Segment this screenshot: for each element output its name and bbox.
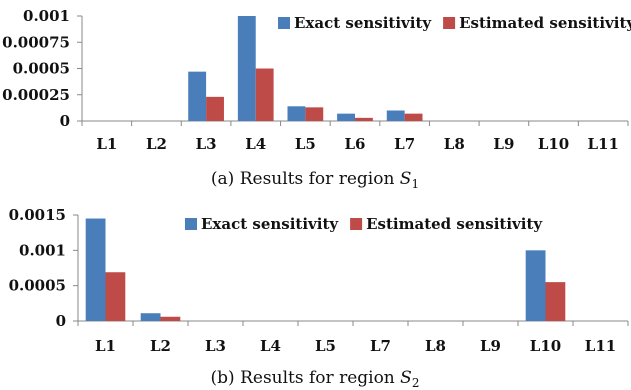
bar-estimated-l3 xyxy=(206,96,224,121)
x-tick-label: L1 xyxy=(95,337,116,355)
legend-swatch-exact xyxy=(185,218,197,230)
bar-estimated-l6 xyxy=(355,117,373,121)
caption-variable: S xyxy=(400,368,412,388)
x-tick-label: L11 xyxy=(587,135,618,153)
legend-swatch-estimated xyxy=(350,218,363,230)
x-tick-label: L8 xyxy=(425,337,446,355)
caption-variable: S xyxy=(400,169,412,189)
x-tick-label: L2 xyxy=(146,135,167,153)
y-tick-label: 0 xyxy=(60,112,70,130)
x-tick-label: L4 xyxy=(260,337,281,355)
bar-estimated-l4 xyxy=(255,68,274,121)
bar-estimated-l7 xyxy=(404,113,423,121)
x-tick-label: L3 xyxy=(205,337,226,355)
x-tick-label: L5 xyxy=(295,135,316,153)
y-tick-label: 0.00075 xyxy=(2,33,70,51)
x-tick-label: L6 xyxy=(345,135,366,153)
x-tick-label: L7 xyxy=(370,337,391,355)
y-tick-label: 0.0005 xyxy=(13,60,70,78)
legend-label-estimated: Estimated sensitivity xyxy=(459,14,631,32)
x-tick-label: L10 xyxy=(538,135,569,153)
caption-subscript: 1 xyxy=(411,177,419,191)
legend-swatch-exact xyxy=(278,17,290,29)
y-tick-label: 0.0005 xyxy=(9,277,66,295)
bar-estimated-l5 xyxy=(305,107,324,121)
caption-subscript: 2 xyxy=(412,376,420,390)
bar-exact-l5 xyxy=(287,106,306,121)
x-tick-label: L2 xyxy=(150,337,171,355)
x-tick-label: L10 xyxy=(530,337,561,355)
y-tick-label: 0.001 xyxy=(19,241,66,259)
bar-exact-l4 xyxy=(237,16,256,121)
legend-label-estimated: Estimated sensitivity xyxy=(366,215,543,233)
x-tick-label: L11 xyxy=(585,337,616,355)
y-tick-label: 0 xyxy=(56,312,66,330)
caption-b: (b) Results for region S2 xyxy=(211,368,420,390)
y-tick-label: 0.00025 xyxy=(2,86,70,104)
bar-exact-l2 xyxy=(140,313,161,321)
y-tick-label: 0.0015 xyxy=(9,206,66,224)
x-tick-label: L9 xyxy=(480,337,501,355)
bar-exact-l3 xyxy=(188,71,207,121)
caption-text: (b) Results for region xyxy=(211,368,401,388)
legend: Exact sensitivity Estimated sensitivity xyxy=(278,14,631,32)
x-tick-label: L5 xyxy=(315,337,336,355)
bar-estimated-l1 xyxy=(105,272,126,321)
legend-swatch-estimated xyxy=(443,17,456,29)
legend-label-exact: Exact sensitivity xyxy=(201,215,339,233)
chart-b: 0 0.0005 0.001 0.0015 L1 L2 L3 L4 L5 L7 L8 L9 L10 L11… xyxy=(9,206,629,390)
x-tick-label: L7 xyxy=(394,135,415,153)
legend-label-exact: Exact sensitivity xyxy=(294,14,432,32)
caption-text: (a) Results for region xyxy=(211,169,400,189)
chart-a: 0 0.00025 0.0005 0.00075 0.001 L1 L2 L3 L4 L5 L6 L7… xyxy=(2,7,631,191)
bar-estimated-l10 xyxy=(545,282,566,321)
x-tick-label: L1 xyxy=(96,135,117,153)
x-tick-label: L4 xyxy=(245,135,266,153)
bar-exact-l7 xyxy=(386,110,405,121)
x-tick-label: L8 xyxy=(444,135,465,153)
bar-exact-l6 xyxy=(337,113,355,121)
y-tick-label: 0.001 xyxy=(23,7,70,25)
legend: Exact sensitivity Estimated sensitivity xyxy=(185,215,543,233)
x-tick-label: L9 xyxy=(493,135,514,153)
bar-exact-l10 xyxy=(525,250,546,321)
caption-a: (a) Results for region S1 xyxy=(211,169,419,191)
x-tick-label: L3 xyxy=(196,135,217,153)
bar-estimated-l2 xyxy=(160,316,181,321)
bar-exact-l1 xyxy=(85,218,106,321)
